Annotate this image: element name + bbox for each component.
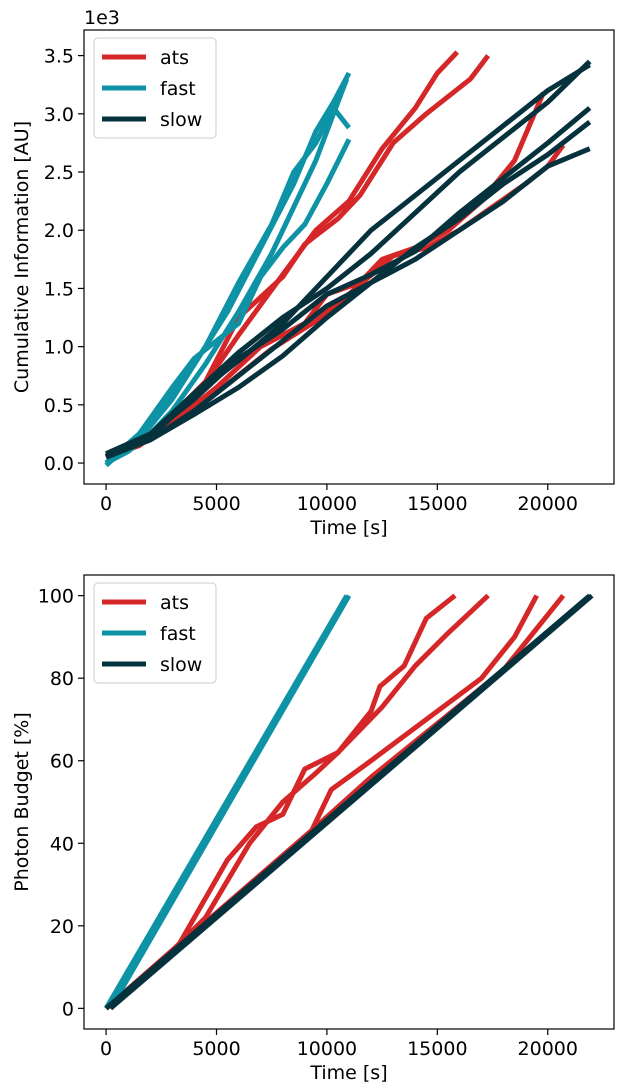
legend-label-fast: fast bbox=[160, 623, 196, 645]
y-tick-label: 3.0 bbox=[44, 104, 74, 126]
y-tick-label: 80 bbox=[50, 668, 74, 690]
series-line-fast-7 bbox=[104, 138, 352, 465]
x-tick-label: 0 bbox=[100, 493, 112, 515]
x-tick-label: 15000 bbox=[407, 1038, 467, 1060]
series-line-slow-8 bbox=[105, 146, 591, 460]
legend-label-ats: ats bbox=[160, 47, 189, 69]
series-line-slow-12 bbox=[105, 62, 592, 460]
chart-cumulative-information: 0 5000 10000 15000 20000 0.0 0.5 1.0 1.5 2.0 2.5 3.… bbox=[11, 7, 615, 539]
y-axis-label: Cumulative Information [AU] bbox=[11, 121, 33, 393]
y-tick-label: 1.5 bbox=[44, 278, 74, 300]
x-tick-label: 5000 bbox=[192, 1038, 240, 1060]
legend-label-slow: slow bbox=[160, 654, 202, 676]
x-tick-label: 0 bbox=[100, 1038, 112, 1060]
legend: ats fast slow bbox=[93, 37, 217, 139]
plot-frame bbox=[83, 29, 615, 485]
series-line-fast-5 bbox=[108, 594, 352, 1010]
legend: ats fast slow bbox=[93, 582, 217, 684]
legend-box bbox=[93, 37, 217, 139]
x-tick-label: 15000 bbox=[407, 493, 467, 515]
series-line-fast-6 bbox=[104, 105, 351, 466]
y-tick-label: 2.5 bbox=[44, 162, 74, 184]
y-tick-label: 0 bbox=[62, 998, 74, 1020]
series-line-ats-2 bbox=[104, 594, 539, 1011]
y-tick-label: 20 bbox=[50, 916, 74, 938]
series-lines bbox=[104, 50, 592, 468]
y-axis-label: Photon Budget [%] bbox=[11, 712, 33, 892]
y-tick-label: 40 bbox=[50, 833, 74, 855]
x-tick-label: 20000 bbox=[518, 1038, 578, 1060]
legend-label-fast: fast bbox=[160, 78, 196, 100]
series-line-slow-9 bbox=[105, 120, 592, 460]
x-tick-label: 10000 bbox=[297, 1038, 357, 1060]
axis-offset-text: 1e3 bbox=[84, 7, 120, 29]
plot-frame bbox=[83, 574, 615, 1030]
y-tick-label: 1.0 bbox=[44, 337, 74, 359]
chart-photon-budget: 0 5000 10000 15000 20000 0 20 40 60 80 100 Time [s]… bbox=[11, 574, 615, 1084]
legend-box bbox=[93, 582, 217, 684]
y-tick-label: 2.0 bbox=[44, 220, 74, 242]
y-tick-label: 100 bbox=[38, 586, 74, 608]
y-tick-label: 60 bbox=[50, 751, 74, 773]
y-tick-label: 0.5 bbox=[44, 395, 74, 417]
x-tick-label: 10000 bbox=[297, 493, 357, 515]
series-lines bbox=[103, 593, 594, 1011]
series-line-ats-1 bbox=[104, 593, 490, 1011]
x-axis-label: Time [s] bbox=[309, 1062, 387, 1084]
y-tick-label: 3.5 bbox=[44, 46, 74, 68]
legend-label-ats: ats bbox=[160, 592, 189, 614]
x-tick-label: 5000 bbox=[192, 493, 240, 515]
series-line-slow-7 bbox=[108, 593, 594, 1011]
series-line-ats-0 bbox=[104, 593, 457, 1011]
legend-label-slow: slow bbox=[160, 109, 202, 131]
y-tick-label: 0.0 bbox=[44, 453, 74, 475]
x-tick-label: 20000 bbox=[518, 493, 578, 515]
x-axis-label: Time [s] bbox=[309, 517, 387, 539]
